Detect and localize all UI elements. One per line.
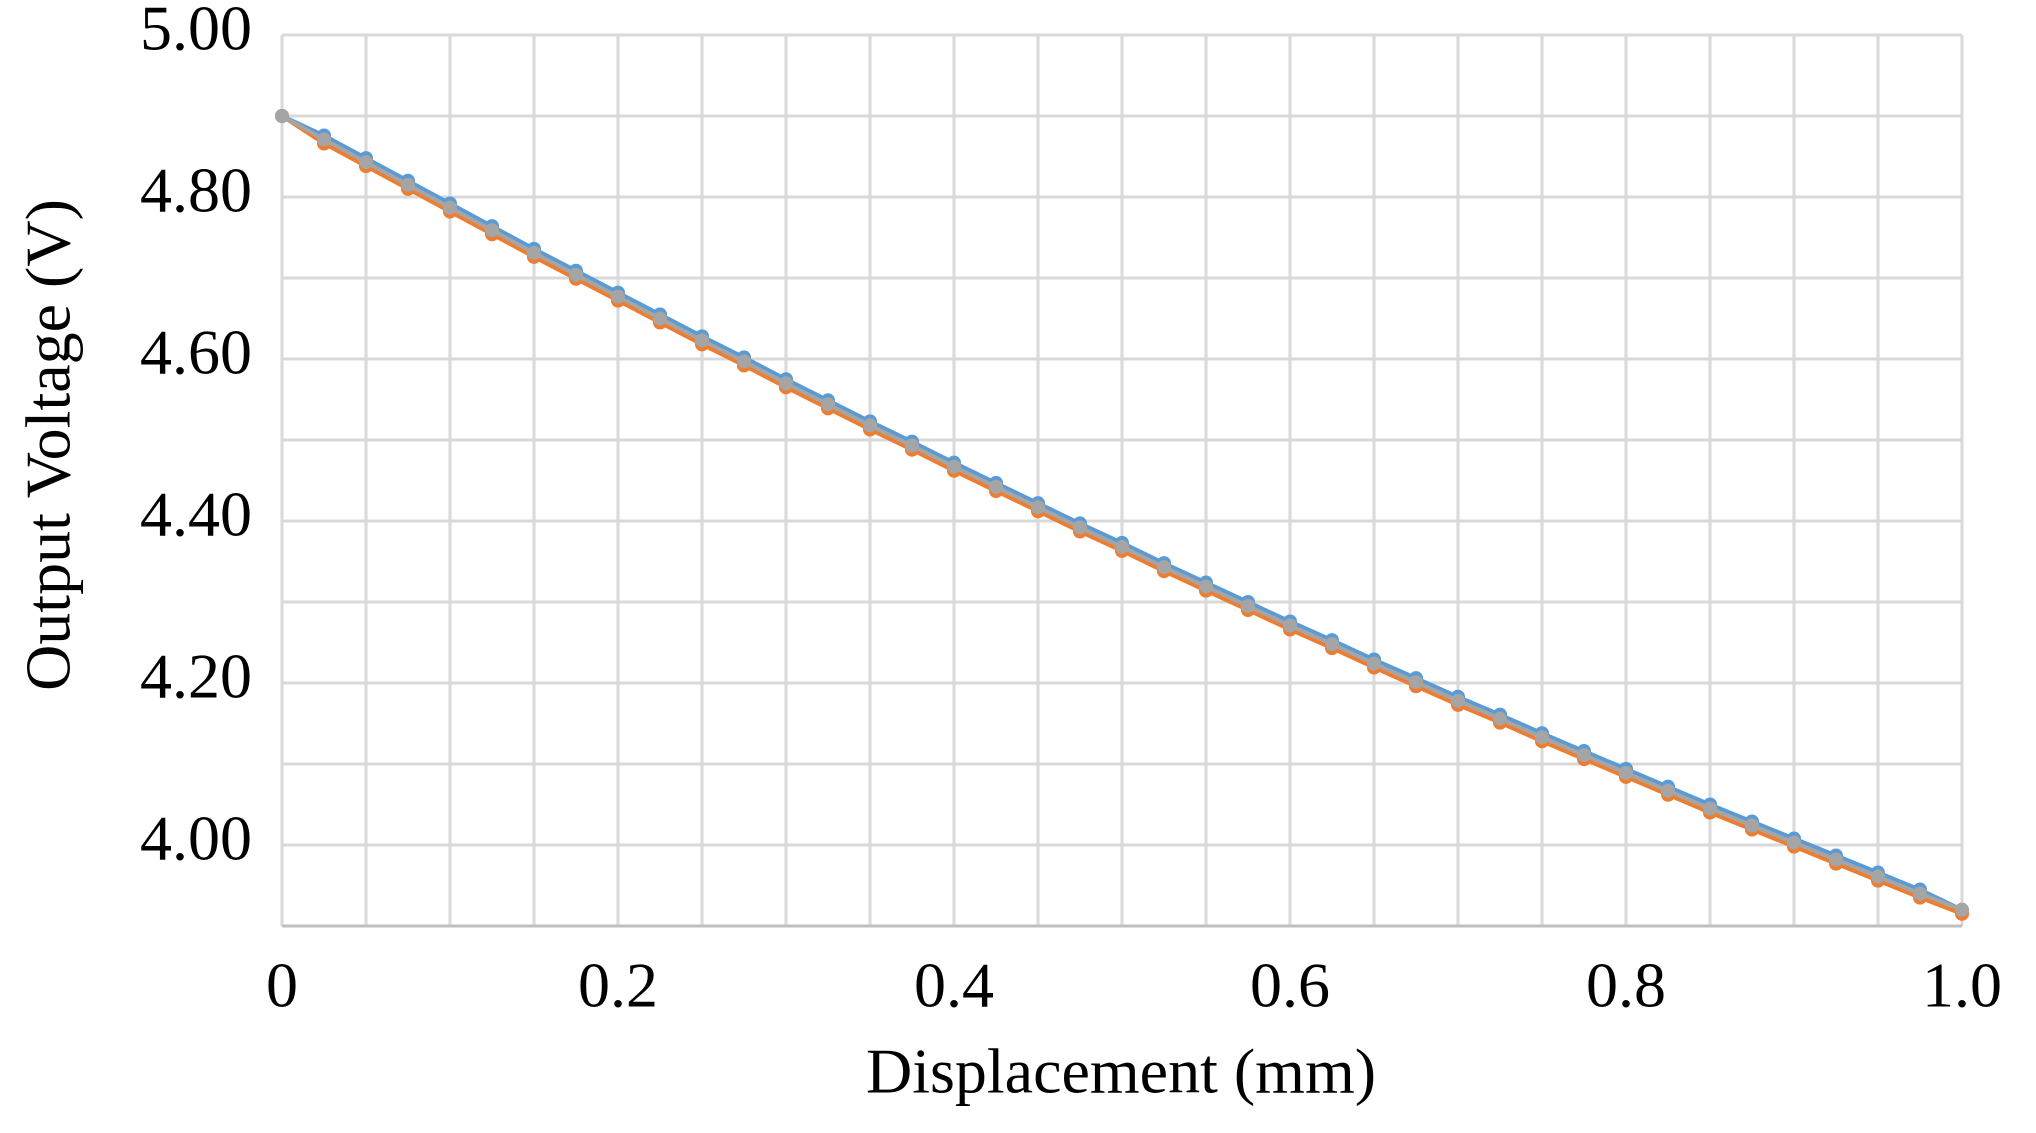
marker	[947, 459, 961, 474]
marker	[1577, 748, 1591, 763]
y-axis-title: Output Voltage (V)	[13, 199, 84, 691]
y-tick-label: 4.60	[140, 317, 252, 388]
marker	[779, 376, 793, 391]
x-tick-label: 0.6	[1250, 950, 1330, 1021]
marker	[1325, 637, 1339, 652]
marker	[1115, 539, 1129, 554]
y-tick-label: 4.40	[140, 479, 252, 550]
marker	[1619, 765, 1633, 780]
marker	[1157, 560, 1171, 575]
marker	[905, 438, 919, 453]
marker	[275, 109, 289, 123]
marker	[737, 354, 751, 369]
marker	[569, 267, 583, 282]
marker	[1367, 656, 1381, 671]
marker	[1073, 520, 1087, 535]
marker	[611, 289, 625, 304]
marker	[1787, 835, 1801, 850]
marker	[359, 155, 373, 170]
marker	[1283, 618, 1297, 633]
y-tick-label: 4.20	[140, 641, 252, 712]
marker	[1661, 783, 1675, 798]
marker	[1451, 693, 1465, 708]
y-tick-label: 4.00	[140, 803, 252, 874]
x-tick-label: 0.2	[578, 950, 658, 1021]
x-tick-label: 0	[266, 950, 298, 1021]
marker	[1031, 500, 1045, 515]
marker	[401, 177, 415, 192]
x-axis-title: Displacement (mm)	[866, 1036, 1376, 1107]
marker	[1409, 675, 1423, 690]
marker	[1241, 599, 1255, 614]
marker	[989, 479, 1003, 494]
marker	[863, 418, 877, 433]
x-tick-label: 0.4	[914, 950, 994, 1021]
marker	[317, 132, 331, 147]
x-tick-label: 1.0	[1922, 950, 2002, 1021]
marker	[695, 333, 709, 348]
marker	[1955, 902, 1969, 917]
marker	[1913, 886, 1927, 901]
marker	[485, 223, 499, 238]
marker	[1535, 730, 1549, 745]
marker	[1493, 711, 1507, 726]
x-tick-label: 0.8	[1586, 950, 1666, 1021]
y-tick-label: 4.80	[140, 155, 252, 226]
marker	[821, 397, 835, 412]
y-tick-label: 5.00	[140, 0, 252, 64]
marker	[653, 311, 667, 326]
marker	[1745, 818, 1759, 833]
marker	[527, 245, 541, 260]
marker	[1199, 579, 1213, 594]
marker	[1829, 852, 1843, 867]
marker	[443, 200, 457, 215]
marker	[1703, 801, 1717, 816]
marker	[1871, 869, 1885, 884]
